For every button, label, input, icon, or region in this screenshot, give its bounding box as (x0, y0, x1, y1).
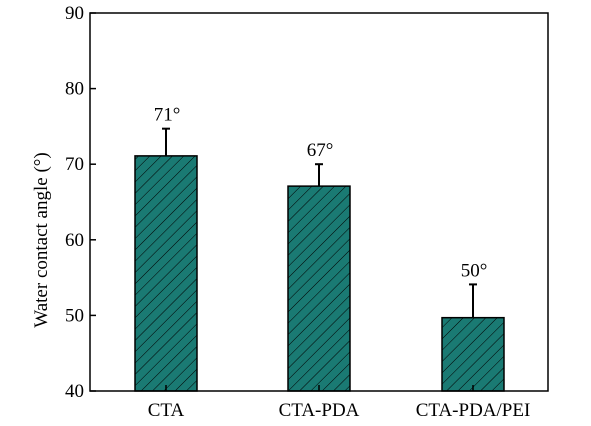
x-tick-label: CTA-PDA (279, 400, 360, 421)
x-tick-label: CTA (148, 400, 185, 421)
bars: 71° 67° 50° (134, 105, 505, 392)
y-axis-label: Water contact angle (°) (31, 152, 52, 327)
data-label: 71° (154, 105, 181, 126)
y-tick-label: 80 (65, 79, 84, 100)
x-axis: CTA CTA-PDA CTA-PDA/PEI (148, 385, 531, 421)
y-tick-label: 50 (65, 305, 84, 326)
y-tick-label: 90 (65, 3, 84, 24)
data-label: 50° (461, 260, 488, 281)
bar (287, 185, 351, 392)
plot-frame (89, 12, 549, 392)
bar (441, 316, 505, 392)
y-axis: 40 50 60 70 80 90 (65, 3, 96, 402)
y-tick-label: 70 (65, 154, 84, 175)
y-tick-label: 40 (65, 381, 84, 402)
data-label: 67° (307, 140, 334, 161)
x-tick-label: CTA-PDA/PEI (416, 400, 531, 421)
y-tick-label: 60 (65, 230, 84, 251)
bar (134, 155, 198, 392)
